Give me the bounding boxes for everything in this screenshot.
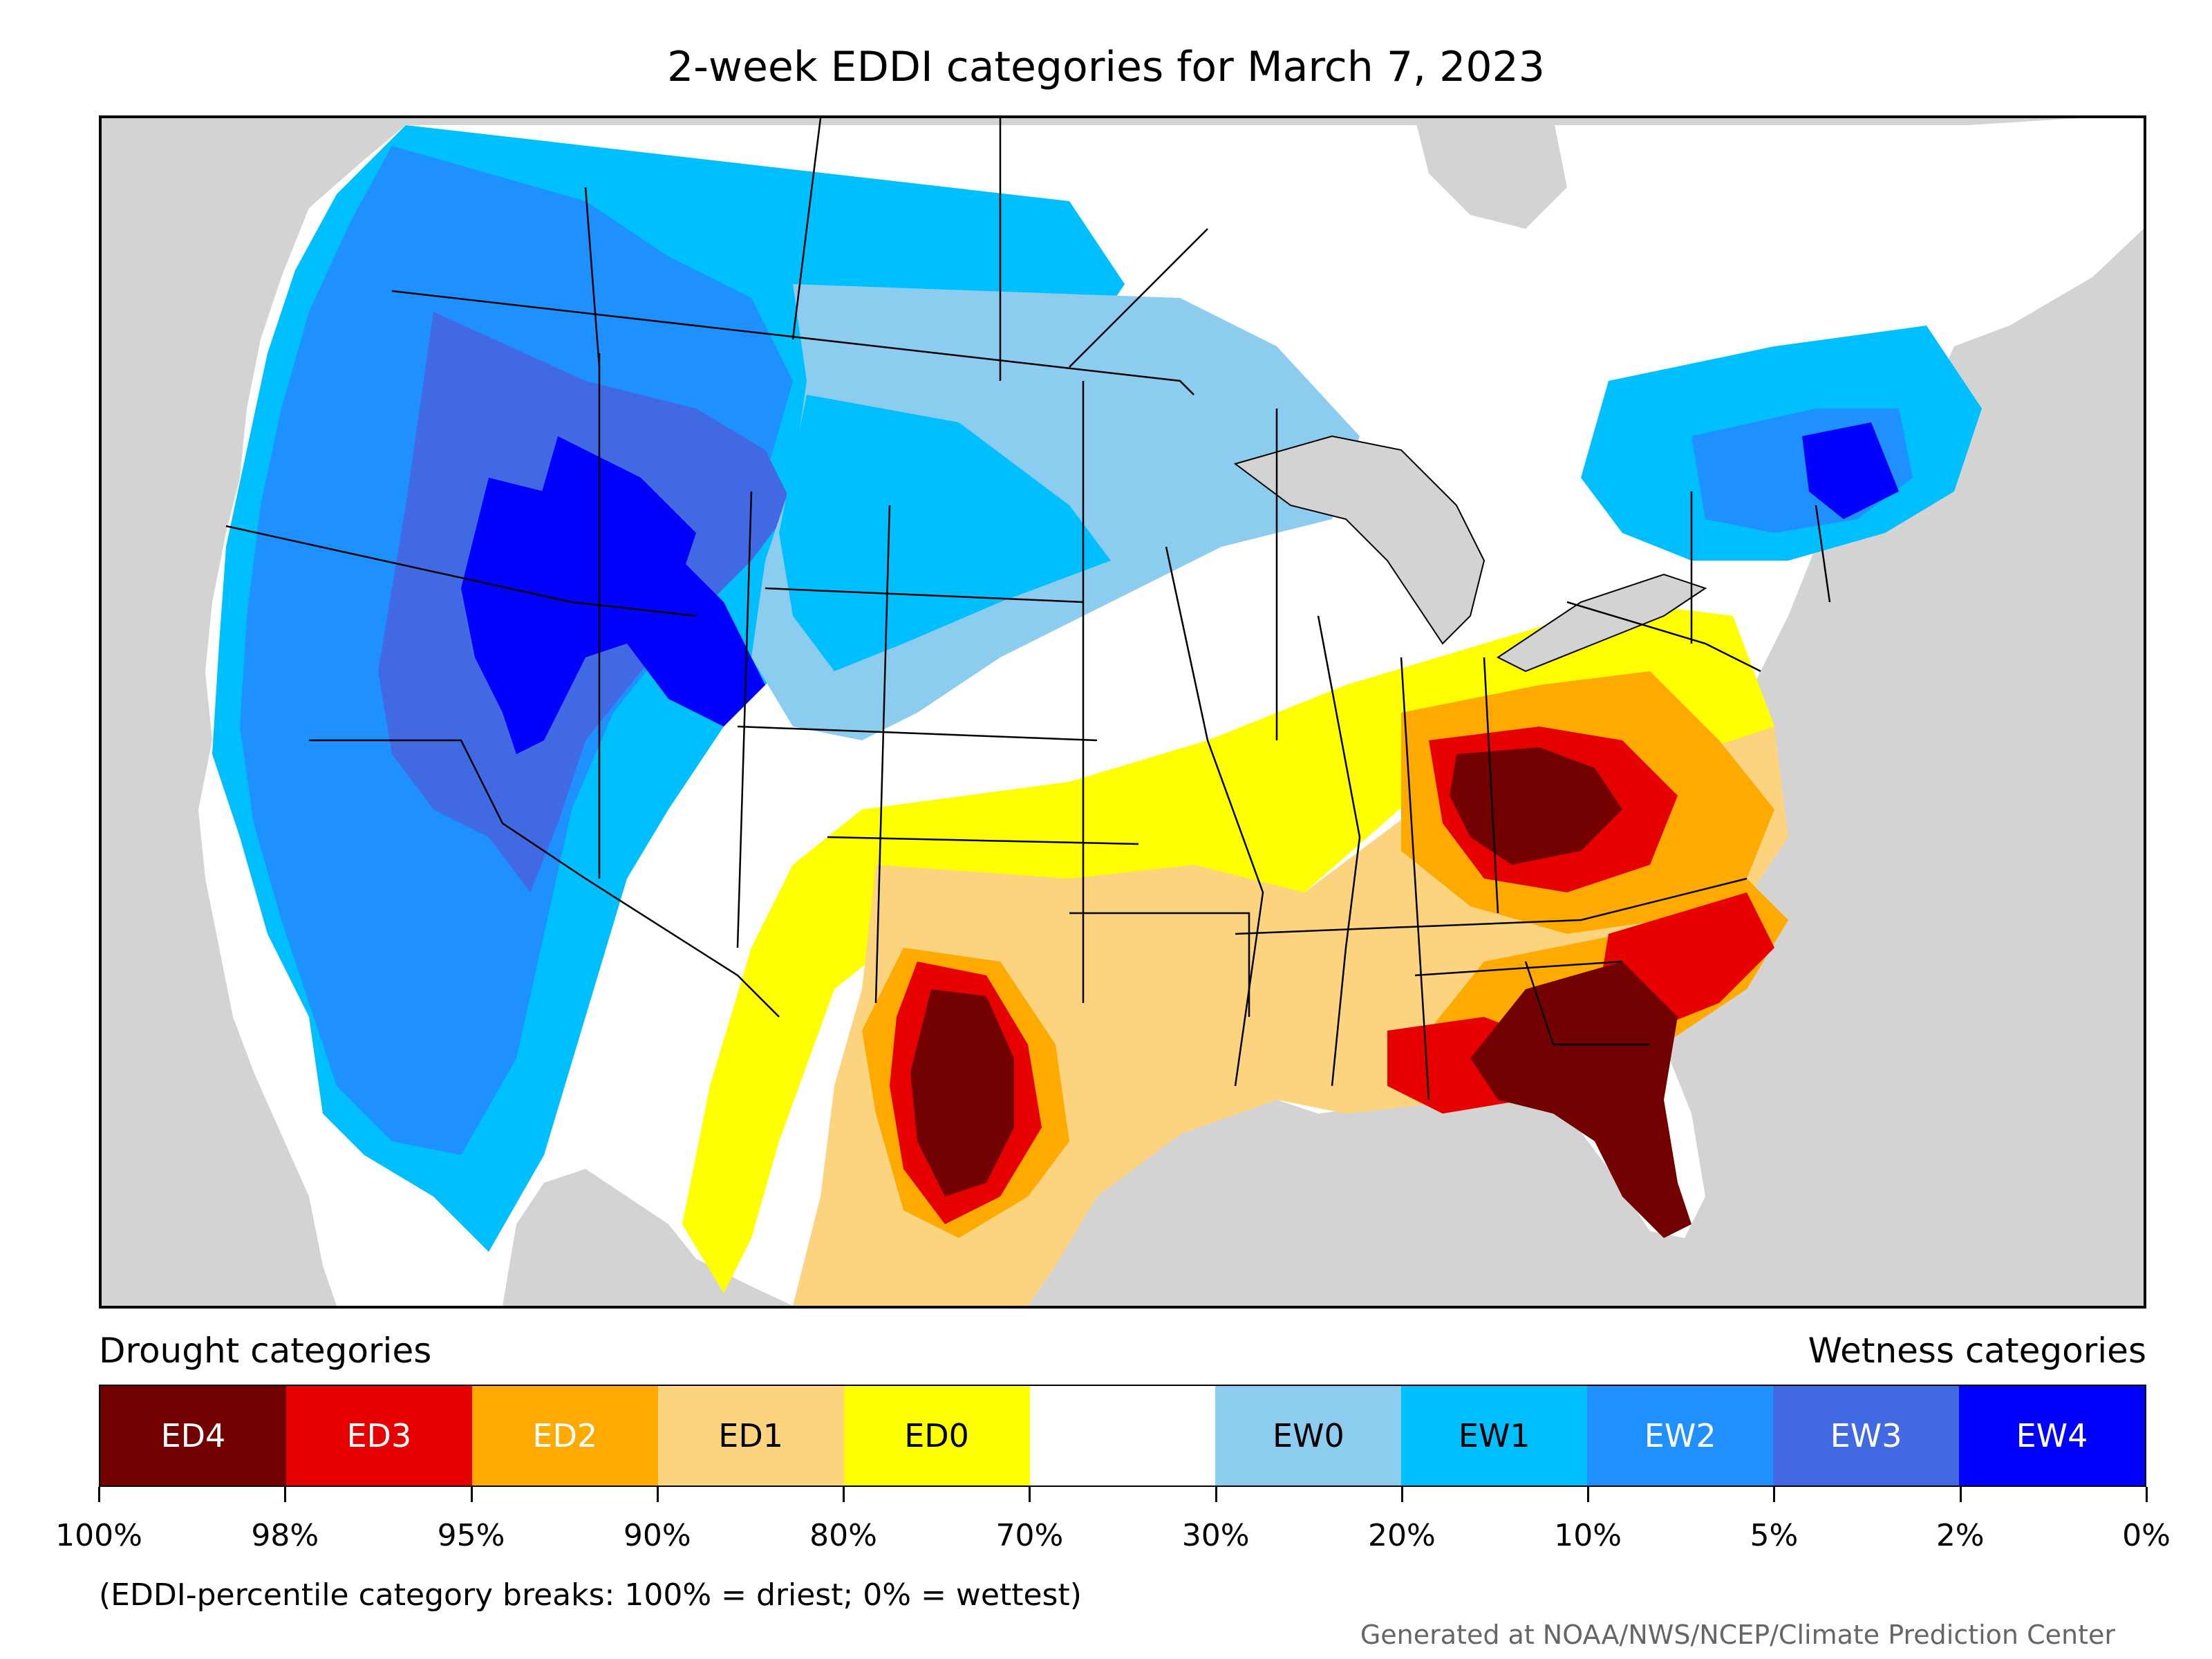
state-boundaries — [225, 118, 1831, 1100]
lake-erie-ontario — [1497, 573, 1707, 673]
category-breaks-note: (EDDI-percentile category breaks: 100% =… — [99, 1577, 1082, 1613]
colorbar-tick-label: 95% — [437, 1518, 505, 1553]
colorbar-cell-ed0: ED0 — [843, 1386, 1030, 1485]
eddi-map — [99, 115, 2146, 1309]
colorbar-cell-ed2: ED2 — [471, 1386, 658, 1485]
colorbar-cell-ew0: EW0 — [1215, 1386, 1402, 1485]
gulf-of-mexico — [1042, 1127, 1622, 1306]
colorbar-cell-ew2: EW2 — [1587, 1386, 1774, 1485]
map-title: 2-week EDDI categories for March 7, 2023 — [667, 43, 1545, 91]
colorbar-tick — [470, 1487, 473, 1502]
colorbar-cell-ed1: ED1 — [657, 1386, 844, 1485]
colorbar-tick-label: 20% — [1368, 1518, 1436, 1553]
colorbar-cell-ew3: EW3 — [1773, 1386, 1960, 1485]
colorbar-tick — [2146, 1487, 2148, 1502]
colorbar-tick — [284, 1487, 287, 1502]
colorbar-tick-label: 10% — [1554, 1518, 1622, 1553]
colorbar-tick-label: 80% — [809, 1518, 877, 1553]
colorbar-tick-label: 70% — [995, 1518, 1064, 1553]
great-lakes — [1233, 435, 1485, 645]
colorbar-cell-ed4: ED4 — [100, 1386, 286, 1485]
colorbar-cell-ew4: EW4 — [1959, 1386, 2145, 1485]
colorbar-tick-label: 100% — [55, 1518, 142, 1553]
wetness-categories-heading: Wetness categories — [1808, 1331, 2146, 1371]
colorbar-cell-ed3: ED3 — [285, 1386, 472, 1485]
colorbar-tick — [1215, 1487, 1217, 1502]
category-colorbar: ED4 ED3 ED2 ED1 ED0 EW0 EW1 EW2 EW3 EW4 — [99, 1385, 2146, 1487]
colorbar-cell-neutral — [1029, 1386, 1216, 1485]
colorbar-tick — [1773, 1487, 1776, 1502]
region-nevada-ew4 — [530, 436, 696, 644]
colorbar-tick-label: 98% — [251, 1518, 319, 1553]
colorbar-tick — [1959, 1487, 1962, 1502]
colorbar-tick — [843, 1487, 845, 1502]
colorbar-tick-label: 90% — [623, 1518, 691, 1553]
drought-categories-heading: Drought categories — [99, 1331, 432, 1371]
colorbar-tick-label: 0% — [2122, 1518, 2171, 1553]
hudson-bay — [1415, 118, 1567, 229]
colorbar-tick — [1587, 1487, 1590, 1502]
region-ohio-ed4 — [1450, 747, 1622, 865]
credit-line: Generated at NOAA/NWS/NCEP/Climate Predi… — [1360, 1620, 2115, 1650]
region-texas-ed4 — [910, 989, 1014, 1197]
region-northeast-ew4 — [1802, 422, 1899, 519]
colorbar-tick — [1029, 1487, 1031, 1502]
colorbar-tick — [1400, 1487, 1403, 1502]
colorbar-tick-label: 2% — [1936, 1518, 1985, 1553]
region-northcentral-ew1 — [779, 395, 1111, 671]
colorbar-tick-label: 30% — [1181, 1518, 1250, 1553]
colorbar-tick — [656, 1487, 659, 1502]
colorbar-tick — [98, 1487, 100, 1502]
region-florida-ed4 — [1470, 962, 1691, 1238]
colorbar-cell-ew1: EW1 — [1401, 1386, 1588, 1485]
colorbar-tick-label: 5% — [1750, 1518, 1799, 1553]
